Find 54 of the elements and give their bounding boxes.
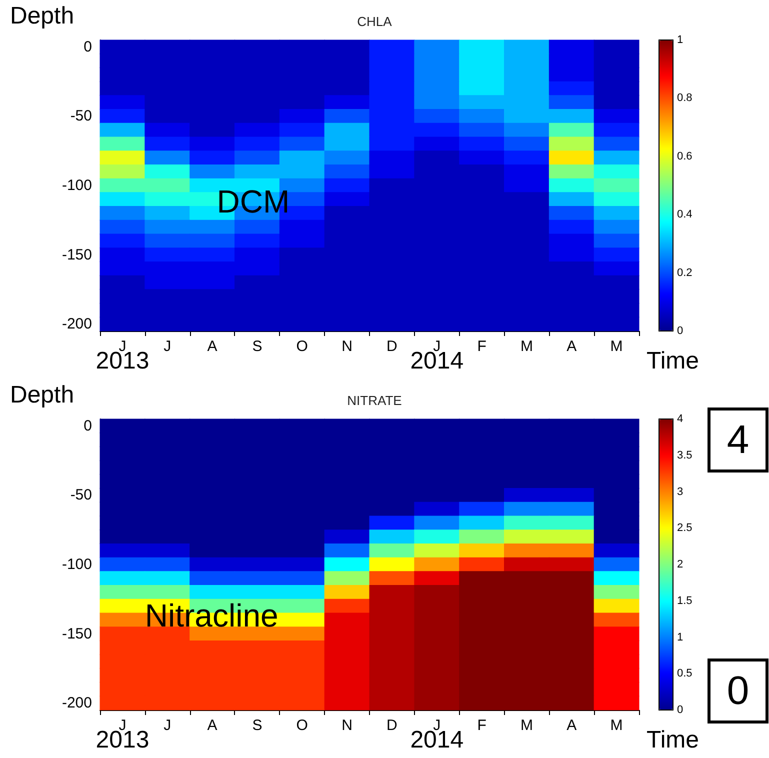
x-tick-label: M (520, 717, 533, 734)
x-tick-label: O (296, 717, 308, 734)
x-tick-label: D (386, 717, 398, 734)
x-tick-label: A (566, 338, 577, 355)
y-tick-label: -50 (70, 486, 92, 504)
color-bar-label: 0.4 (677, 208, 692, 221)
color-bar-label: 0.8 (677, 92, 692, 104)
x-tick-label: S (252, 338, 262, 355)
color-bar-label: 0.2 (677, 266, 692, 279)
chart-title: NITRATE (347, 393, 402, 408)
color-bar-label: 3 (677, 486, 684, 498)
color-bar-label: 0 (677, 325, 684, 337)
y-tick-label: -50 (70, 108, 92, 125)
x-tick-label: A (207, 717, 218, 734)
x-axis-title: Time (646, 348, 700, 374)
x-tick-label: D (386, 338, 398, 355)
x-tick-label: M (610, 338, 623, 355)
color-bar-label: 2 (677, 558, 684, 570)
y-tick-label: 0 (84, 417, 92, 434)
y-tick-label: -200 (62, 316, 92, 333)
x-tick-label: J (164, 717, 172, 734)
y-tick-label: -150 (62, 625, 92, 642)
color-bar-label: 1.5 (677, 594, 692, 607)
text: 0 (726, 669, 750, 713)
x-tick-label: A (566, 717, 577, 734)
y-axis-title: Depth (10, 2, 74, 30)
color-bar-label: 3.5 (677, 449, 692, 462)
x-tick-label: F (477, 338, 486, 355)
x-tick-label: S (252, 717, 262, 734)
x-tick-label: F (477, 717, 486, 734)
color-bar-label: 4 (677, 413, 684, 425)
color-bar-label: 0.5 (677, 668, 692, 680)
color-bar-label: 0 (677, 704, 684, 716)
x-tick-label: A (207, 338, 218, 355)
chart-title: CHLA (357, 14, 392, 29)
text: 4 (726, 418, 750, 462)
color-bar-label: 1 (677, 34, 684, 46)
x-tick-label: J (164, 338, 172, 355)
x-tick-label: N (342, 717, 352, 734)
x-tick-label: M (610, 717, 623, 734)
y-tick-label: -100 (62, 556, 92, 573)
color-bar-label: 2.5 (677, 522, 692, 534)
y-tick-label: 0 (84, 38, 92, 56)
color-bar-label: 0.6 (677, 150, 692, 162)
annotation: DCM (216, 184, 290, 220)
x-tick-label: M (520, 338, 533, 355)
x-axis-title: Time (646, 726, 700, 754)
x-tick-label: N (342, 338, 352, 355)
color-bar-label: 1 (677, 631, 684, 644)
y-axis-title: Depth (10, 382, 74, 408)
y-tick-label: -100 (62, 177, 92, 194)
y-tick-label: -150 (62, 246, 92, 264)
y-tick-label: -200 (62, 694, 92, 712)
x-tick-label: O (296, 338, 308, 355)
